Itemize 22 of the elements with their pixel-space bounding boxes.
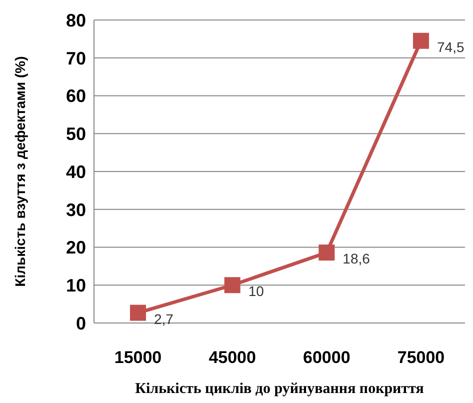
point	[224, 277, 240, 294]
y-tick-label: 30	[66, 200, 86, 220]
point	[413, 32, 429, 49]
y-tick-label: 70	[66, 48, 86, 68]
x-tick-label: 60000	[303, 348, 350, 368]
point	[130, 304, 146, 321]
x-tick-label: 45000	[208, 348, 256, 368]
y-axis-title: Кількість взуття з дефектами (%)	[12, 56, 28, 287]
x-tick-label: 15000	[114, 348, 162, 368]
x-tick-label: 75000	[397, 348, 445, 368]
data-label: 74,5	[437, 38, 464, 55]
x-axis-title: Кількість циклів до руйнування покриття	[135, 381, 424, 397]
data-label: 10	[248, 283, 264, 300]
data-label: 18,6	[342, 250, 370, 267]
y-tick-label: 0	[76, 313, 86, 334]
y-tick-label: 80	[66, 10, 86, 30]
y-tick-label: 10	[66, 276, 86, 296]
y-tick-label: 40	[66, 162, 86, 182]
y-tick-label: 20	[66, 238, 86, 258]
point	[318, 244, 335, 261]
y-tick-label: 50	[66, 124, 86, 144]
y-tick-label: 60	[66, 86, 86, 106]
